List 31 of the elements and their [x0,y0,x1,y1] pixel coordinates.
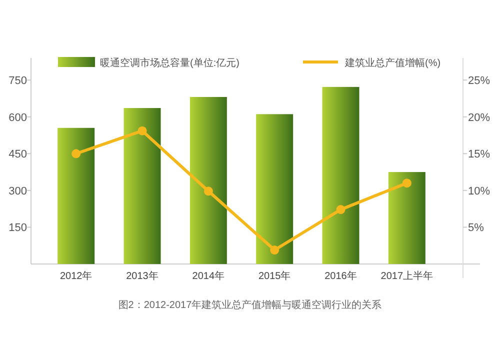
legend-label: 暖通空调市场总容量(单位:亿元) [100,57,240,69]
point [72,149,81,158]
y2-tick-label: 10% [468,185,490,198]
bar [190,96,227,264]
point [270,246,280,255]
legend-label: 建筑业总产值增幅(%) [344,57,441,69]
y-tick-label: 750 [8,75,27,88]
point [138,126,147,136]
x-tick-label: 2015年 [258,270,291,282]
x-tick-label: 2012年 [60,270,92,282]
caption: 图2：2012-2017年建筑业总产值增幅与暖通空调行业的关系 [118,299,382,311]
y2-tick-label: 15% [468,148,490,161]
y-tick-label: 600 [8,112,27,124]
bar [58,128,95,264]
y2-tick-label: 25% [468,75,490,88]
x-tick-label: 2013年 [126,270,158,282]
x-tick-label: 2017上半年 [380,270,434,282]
y-tick-label: 450 [8,148,27,161]
bar [256,114,294,264]
bar [322,86,360,264]
bar [388,172,426,264]
y2-tick-label: 20% [468,112,490,124]
bar [124,108,161,264]
y2-tick-label: 5% [468,222,484,234]
x-tick-label: 2016年 [324,270,357,282]
y-tick-label: 150 [8,222,27,234]
point [402,178,412,188]
point [204,186,213,196]
x-tick-label: 2014年 [192,270,225,282]
y-tick-label: 300 [8,185,27,198]
point [336,205,346,214]
